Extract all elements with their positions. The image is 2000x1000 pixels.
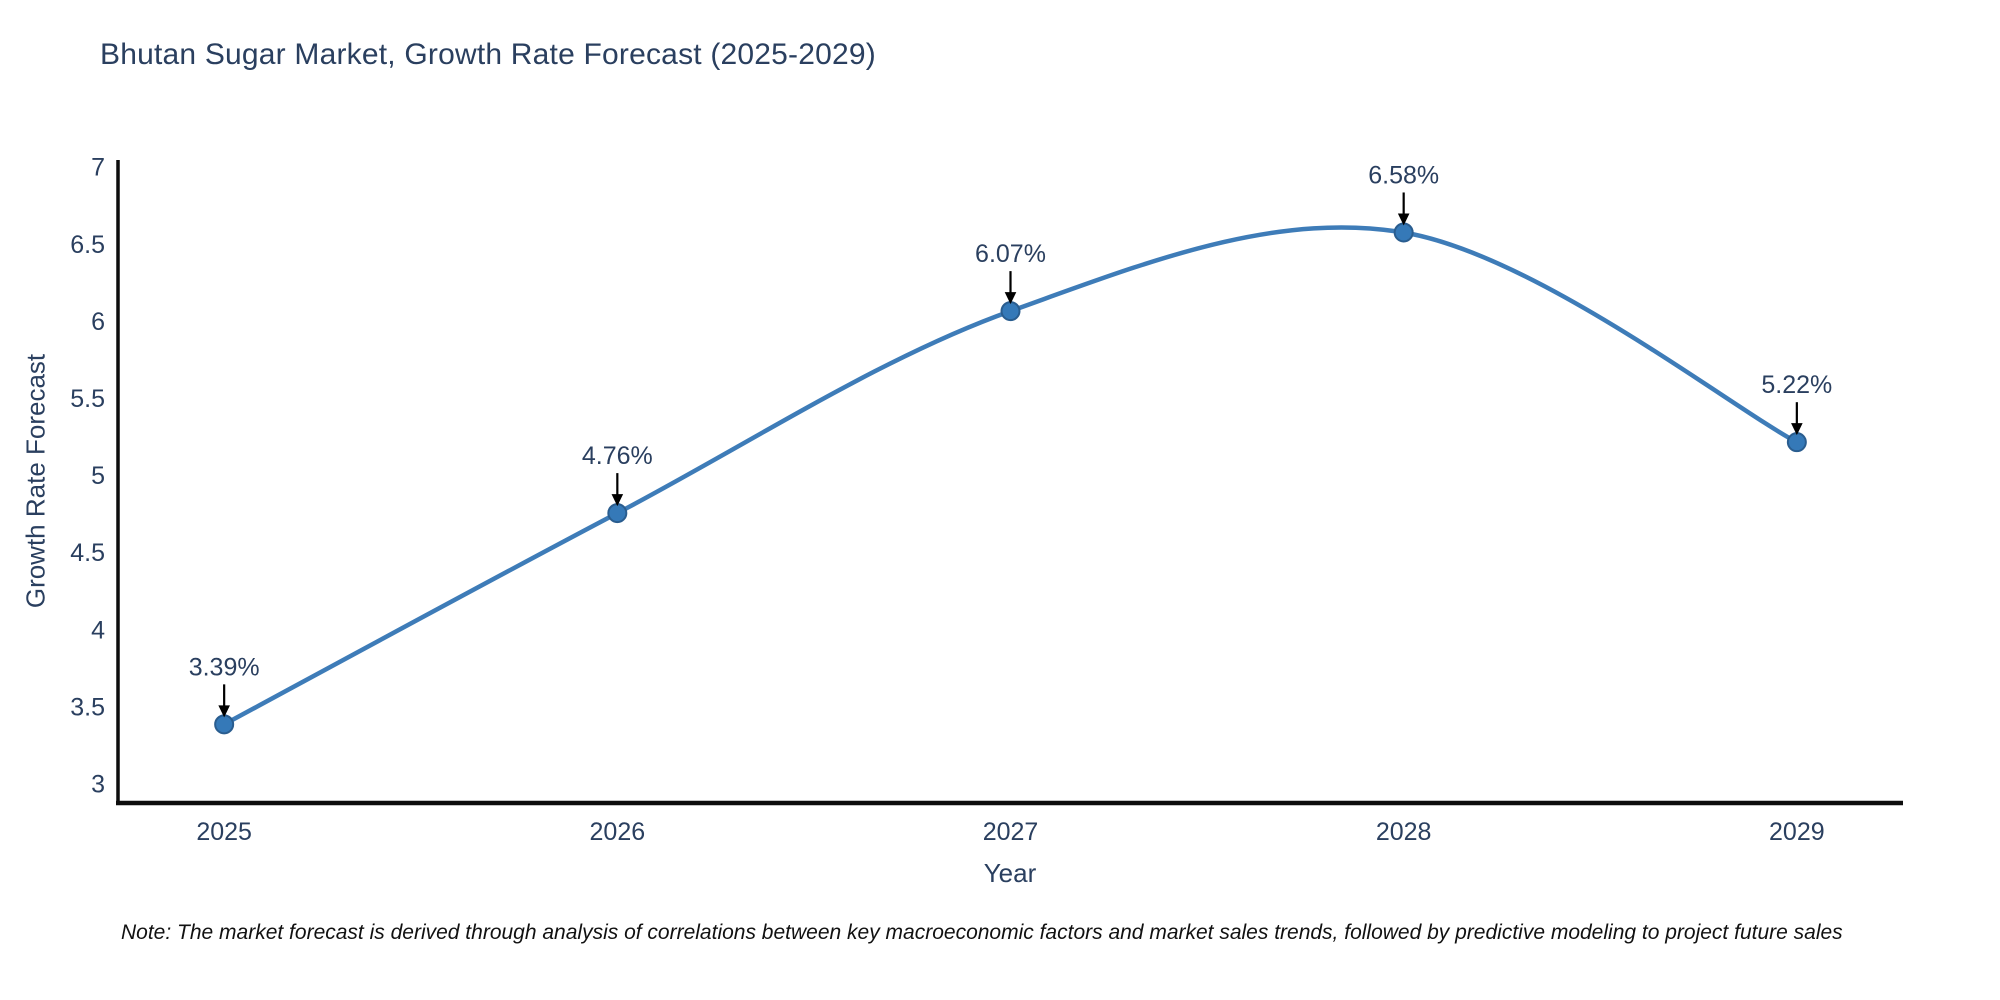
- x-tick-label: 2028: [1376, 818, 1432, 846]
- point-annotation: 4.76%: [582, 442, 653, 507]
- point-annotation-label: 6.07%: [975, 240, 1046, 268]
- y-tick-label: 5: [91, 462, 105, 490]
- data-point-marker: [214, 714, 235, 735]
- axis-lines: [116, 160, 1903, 806]
- x-axis-tick-labels: 2025 2026 2027 2028 2029: [196, 818, 1824, 846]
- y-tick-label: 6: [91, 308, 105, 336]
- data-point-marker: [1786, 432, 1807, 453]
- point-annotation-label: 5.22%: [1761, 371, 1832, 399]
- y-axis-tick-labels: 3 3.5 4 4.5 5 5.5 6 6.5 7: [70, 154, 105, 799]
- x-tick-label: 2025: [196, 818, 252, 846]
- y-tick-label: 3: [91, 770, 105, 798]
- data-point-marker: [607, 503, 628, 524]
- y-tick-label: 6.5: [70, 231, 105, 259]
- annotation-arrowhead-icon: [218, 705, 230, 718]
- point-annotation: 6.58%: [1368, 161, 1439, 226]
- y-tick-label: 7: [91, 154, 105, 182]
- point-annotation-label: 6.58%: [1368, 161, 1439, 189]
- y-tick-label: 5.5: [70, 385, 105, 413]
- data-point-marker: [1000, 301, 1021, 322]
- point-annotation-label: 4.76%: [582, 442, 653, 470]
- point-annotation: 5.22%: [1761, 371, 1832, 436]
- point-annotation: 3.39%: [189, 653, 260, 718]
- x-tick-label: 2026: [590, 818, 646, 846]
- x-tick-label: 2027: [983, 818, 1039, 846]
- point-annotations: 3.39% 4.76% 6.07% 6.58% 5.22%: [189, 161, 1832, 718]
- point-annotation: 6.07%: [975, 240, 1046, 305]
- annotation-arrowhead-icon: [1397, 213, 1410, 226]
- x-tick-label: 2029: [1769, 818, 1825, 846]
- y-tick-label: 4.5: [70, 539, 105, 567]
- annotation-arrowhead-icon: [611, 494, 624, 507]
- data-point-marker: [1393, 222, 1414, 243]
- y-tick-label: 3.5: [70, 693, 105, 721]
- y-tick-label: 4: [91, 616, 105, 644]
- footnote-text: Note: The market forecast is derived thr…: [121, 921, 1843, 944]
- annotation-arrowhead-icon: [1791, 423, 1803, 436]
- chart-title: Bhutan Sugar Market, Growth Rate Forecas…: [100, 38, 876, 71]
- annotation-arrowhead-icon: [1004, 292, 1017, 305]
- point-annotation-label: 3.39%: [189, 653, 260, 681]
- x-axis-title: Year: [983, 858, 1037, 888]
